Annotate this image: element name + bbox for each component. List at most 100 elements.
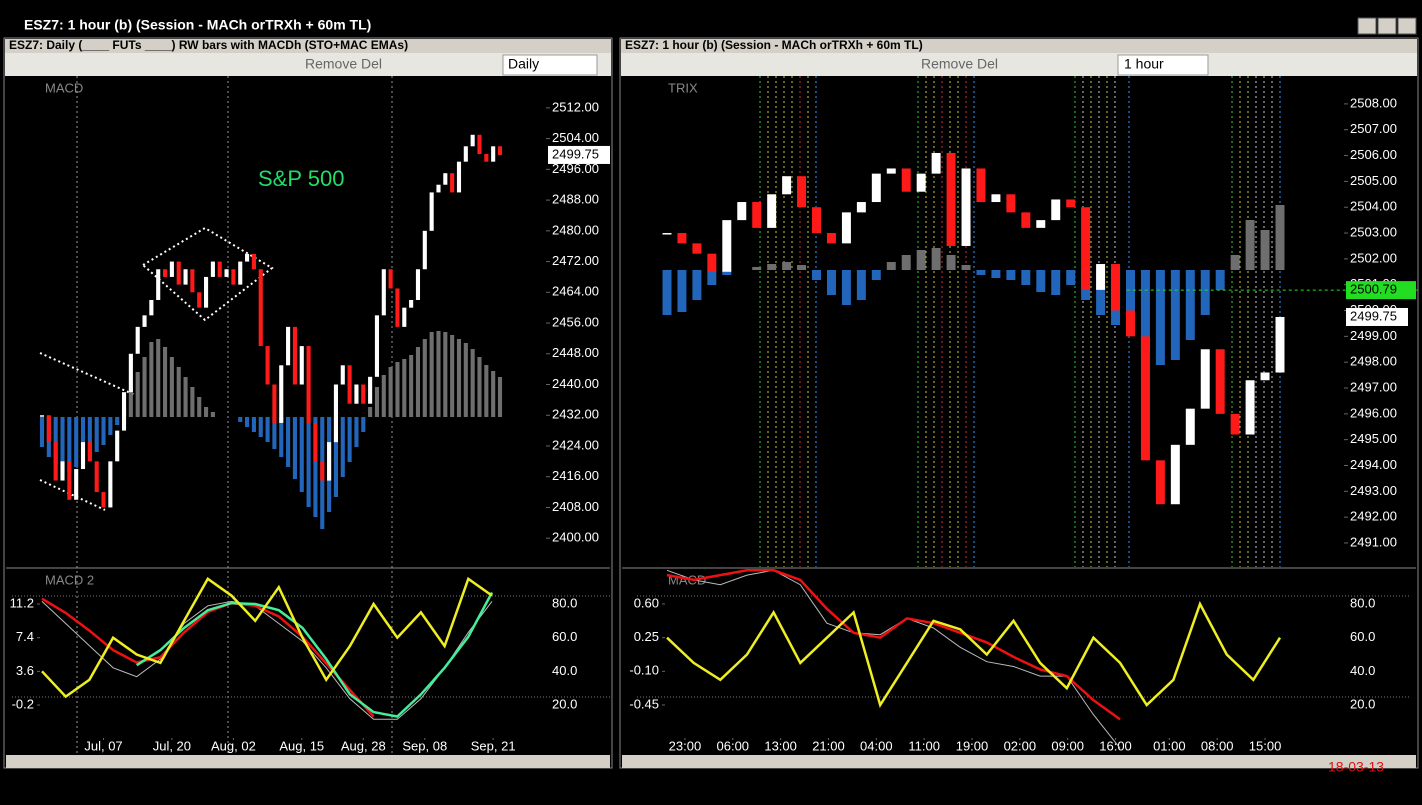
y2-tick-label: 60.0 [1350, 629, 1375, 644]
x-tick-label: 08:00 [1201, 738, 1234, 753]
candle [135, 326, 140, 354]
candle [128, 353, 133, 393]
candle [1155, 460, 1165, 505]
candle [368, 376, 373, 404]
x-tick-label: Jul, 20 [153, 738, 191, 753]
candle [871, 173, 881, 203]
histogram-bar [1185, 270, 1195, 340]
title-bar [0, 14, 1422, 36]
histogram-bar [886, 262, 896, 270]
histogram-bar [197, 397, 202, 417]
pane-label: MACD [45, 80, 83, 95]
x-tick-label: Sep, 21 [471, 738, 516, 753]
candle [1096, 264, 1106, 290]
candle [812, 207, 821, 234]
histogram-bar [381, 375, 386, 417]
interval-select[interactable] [502, 54, 598, 76]
x-tick-label: Aug, 28 [341, 738, 386, 753]
candle [1126, 310, 1135, 337]
histogram-bar [183, 377, 188, 417]
candle [931, 152, 941, 174]
histogram-bar [1096, 270, 1106, 315]
histogram-bar [477, 357, 482, 417]
candle [258, 269, 263, 347]
histogram-bar [946, 255, 956, 270]
pane-label: TRIX [668, 80, 698, 95]
candle [204, 276, 209, 308]
histogram-bar [354, 417, 359, 447]
candle [388, 269, 393, 289]
window-buttons[interactable] [1357, 17, 1417, 35]
histogram-bar [279, 417, 284, 457]
y-tick-label: 7.4 [16, 629, 34, 644]
x-tick-label: 15:00 [1249, 738, 1282, 753]
histogram-bar [74, 417, 79, 467]
histogram-bar [409, 355, 414, 417]
histogram-bar [415, 347, 421, 417]
candle [340, 365, 345, 385]
level-tag [1346, 281, 1416, 300]
candle [415, 269, 421, 300]
candle [1170, 444, 1180, 505]
candle [265, 346, 270, 385]
candle [976, 168, 986, 203]
candle [238, 261, 243, 285]
candle [67, 461, 72, 500]
histogram-bar [67, 417, 72, 472]
histogram-bar [368, 407, 373, 417]
candle [856, 202, 866, 213]
histogram-bar [101, 417, 106, 445]
histogram-bar [1006, 270, 1016, 280]
candle [1051, 199, 1061, 221]
oscillator-line [136, 591, 494, 718]
histogram-bar [60, 417, 65, 472]
trend-line [39, 479, 106, 511]
histogram-bar [1170, 270, 1180, 360]
remove-button[interactable]: Remove Del [921, 56, 998, 72]
histogram-bar [108, 417, 113, 435]
scrollbar[interactable] [6, 755, 610, 768]
candle [60, 461, 65, 481]
histogram-bar [1215, 270, 1225, 290]
histogram-bar [812, 270, 821, 280]
histogram-bar [782, 262, 792, 270]
histogram-bar [1140, 270, 1150, 350]
scrollbar[interactable] [622, 755, 1416, 768]
candle [354, 384, 359, 404]
histogram-bar [1066, 270, 1076, 285]
histogram-bar [80, 417, 86, 462]
pane-label: MACD 2 [45, 572, 94, 587]
histogram-bar [1230, 255, 1240, 270]
histogram-bar [491, 371, 496, 417]
candle [1245, 380, 1255, 435]
candle [1215, 349, 1225, 414]
histogram-bar [841, 270, 851, 305]
histogram-bar [53, 417, 58, 465]
y2-tick-label: 20.0 [552, 696, 577, 711]
candle [108, 461, 113, 508]
histogram-bar [722, 270, 732, 275]
candle [115, 430, 120, 462]
candle [279, 365, 284, 423]
interval-select[interactable] [1117, 54, 1209, 76]
candle [210, 261, 215, 277]
histogram-bar [707, 270, 717, 285]
remove-button[interactable]: Remove Del [305, 56, 382, 72]
oscillator-line [41, 597, 375, 718]
last-price-label: 2499.75 [552, 146, 599, 161]
histogram-bar [961, 265, 971, 270]
candle [327, 442, 332, 481]
interval-value: 1 hour [1124, 56, 1164, 72]
y-tick-label: 2495.00 [1350, 431, 1397, 446]
histogram-bar [916, 250, 926, 270]
x-tick-label: 16:00 [1099, 738, 1132, 753]
histogram-bar [463, 343, 468, 417]
histogram-bar [258, 417, 263, 437]
histogram-bar [176, 367, 181, 417]
y-tick-label: 2507.00 [1350, 121, 1397, 136]
annotation: S&P 500 [258, 166, 344, 191]
histogram-bar [210, 412, 215, 417]
histogram-bar [662, 270, 672, 315]
y-tick-label: 2491.00 [1350, 534, 1397, 549]
y-tick-label: 2504.00 [1350, 199, 1397, 214]
